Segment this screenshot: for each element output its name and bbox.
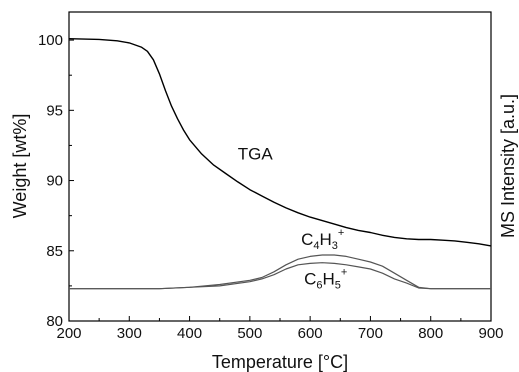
y-tick-label: 85 bbox=[46, 243, 63, 260]
y-tick-label: 90 bbox=[46, 173, 63, 190]
y-axis-ticks: 80 85 90 95 100 bbox=[38, 32, 74, 330]
c6h5-sub-6: 6 bbox=[316, 279, 322, 291]
annotation-c4h3: C4H3+ bbox=[301, 227, 344, 252]
series-layer bbox=[68, 38, 492, 290]
y-tick-label: 100 bbox=[38, 32, 63, 49]
c6h5-c: C bbox=[304, 269, 316, 288]
x-tick-label: 700 bbox=[358, 325, 383, 342]
x-tick-label: 600 bbox=[298, 325, 323, 342]
x-tick-label: 500 bbox=[237, 325, 262, 342]
c6h5-sup-plus: + bbox=[341, 266, 347, 278]
c4h3-sub-4: 4 bbox=[313, 240, 319, 252]
x-axis-title: Temperature [°C] bbox=[212, 352, 348, 372]
c6h5-sub-5: 5 bbox=[335, 279, 341, 291]
y-tick-label: 80 bbox=[46, 313, 63, 330]
x-tick-label: 800 bbox=[418, 325, 443, 342]
annotation-c6h5: C6H5+ bbox=[304, 266, 347, 291]
annotation-tga: TGA bbox=[238, 144, 274, 163]
c6h5-h: H bbox=[323, 269, 335, 288]
x-tick-label: 200 bbox=[56, 325, 81, 342]
series-line-2 bbox=[69, 262, 491, 290]
y-axis-title-left: Weight [wt%] bbox=[10, 114, 30, 219]
plot-frame bbox=[68, 11, 492, 322]
x-tick-label: 300 bbox=[117, 325, 142, 342]
series-line-0 bbox=[68, 38, 492, 247]
c4h3-sup-plus: + bbox=[338, 227, 344, 239]
c4h3-sub-3: 3 bbox=[332, 240, 338, 252]
y-tick-label: 95 bbox=[46, 102, 63, 119]
x-tick-label: 900 bbox=[478, 325, 503, 342]
c4h3-h: H bbox=[320, 230, 332, 249]
x-tick-label: 400 bbox=[177, 325, 202, 342]
y-axis-title-right: MS Intensity [a.u.] bbox=[498, 94, 518, 238]
x-axis-ticks: 200 300 400 500 600 700 800 900 bbox=[56, 316, 504, 342]
c4h3-c: C bbox=[301, 230, 313, 249]
